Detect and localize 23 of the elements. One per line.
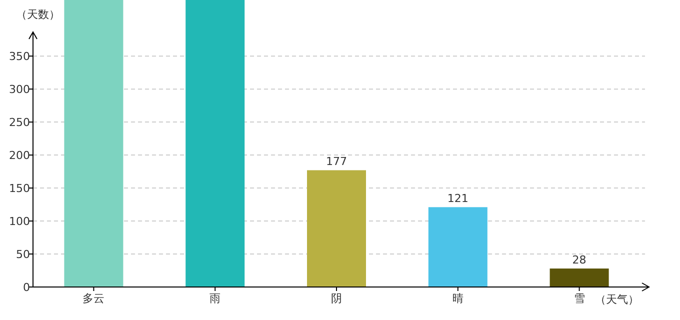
bar [186,0,245,287]
y-tick-label: 300 [9,83,30,96]
y-tick-label: 0 [23,281,30,294]
x-axis-title: （天气） [595,293,639,306]
bar [64,0,124,287]
x-tick-label: 多云 [82,292,105,305]
y-tick-label: 200 [9,149,30,162]
y-tick-label: 250 [9,116,30,130]
x-tick-label: 雨 [210,292,221,305]
x-tick-label: 雪 [574,292,585,305]
bar [428,207,488,287]
y-tick-label: 350 [9,50,30,64]
data-label: 177 [326,155,347,168]
bar [550,268,609,287]
x-tick-label: 晴 [452,292,464,305]
bar [307,170,366,287]
y-axis-title: （天数） [16,8,60,21]
y-tick-label: 150 [9,182,30,196]
y-tick-label: 100 [9,215,30,228]
data-label: 28 [572,254,586,267]
data-label: 121 [447,192,468,206]
x-tick-label: 阴 [331,292,342,305]
y-tick-label: 50 [16,248,30,262]
